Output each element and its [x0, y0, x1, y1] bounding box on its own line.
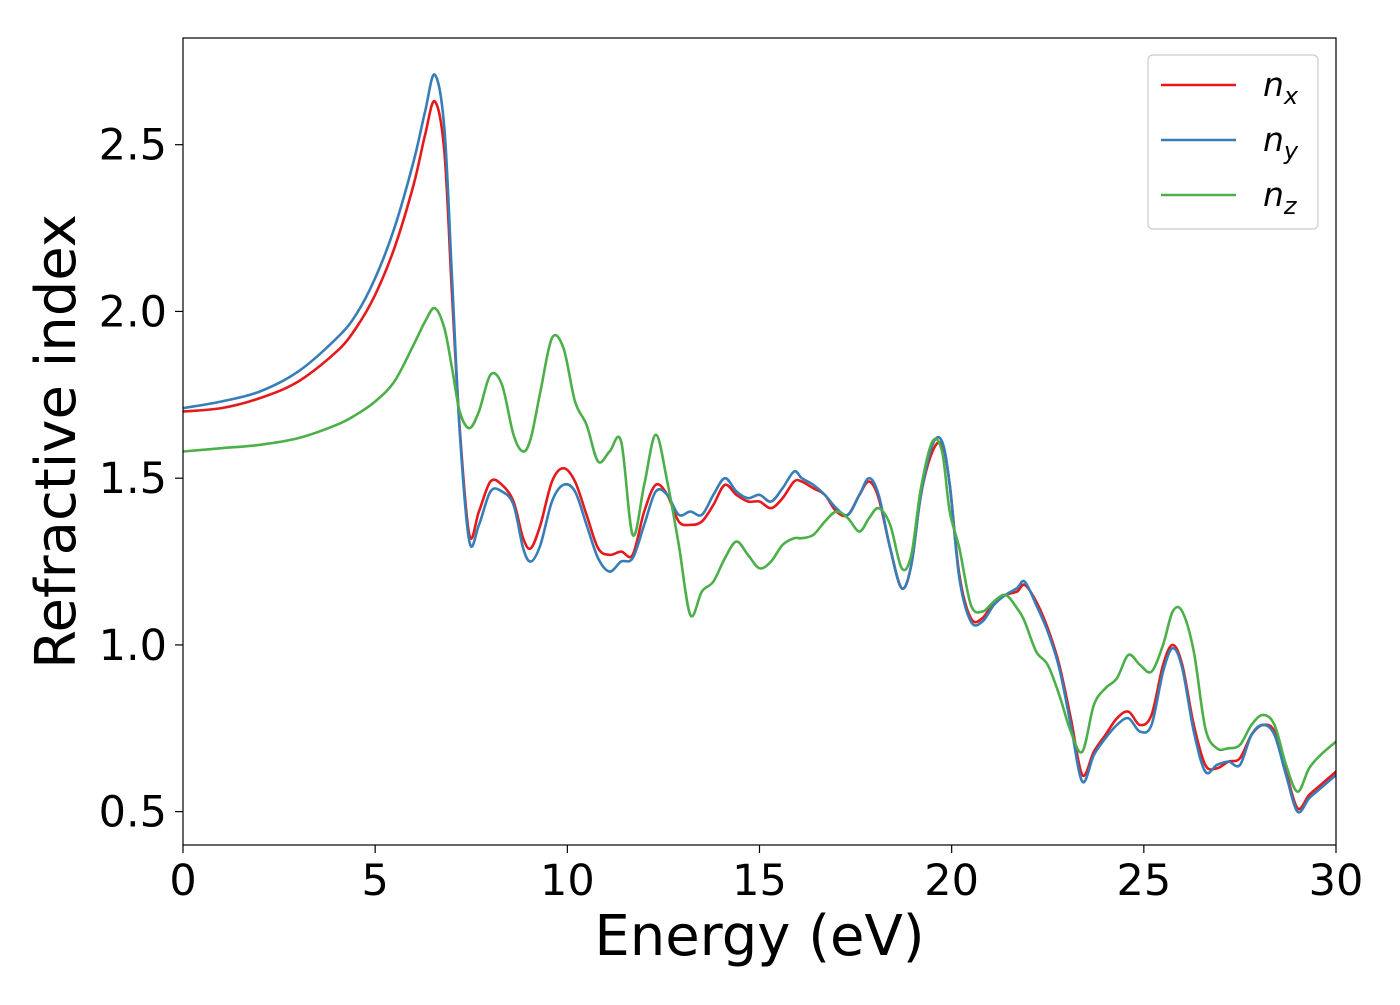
legend-box — [1147, 54, 1319, 230]
x-tick-label: 10 — [540, 856, 595, 906]
x-tick-label: 25 — [1116, 856, 1171, 906]
y-tick-label: 1.5 — [99, 454, 167, 504]
x-tick-label: 5 — [361, 856, 388, 906]
x-tick-label: 30 — [1309, 856, 1364, 906]
legend-label-x: nx — [1263, 65, 1299, 110]
series-line-y — [183, 73, 1336, 814]
x-axis-ticks: 0 5 10 15 20 25 30 — [169, 845, 1363, 906]
y-tick-label: 2.0 — [99, 287, 167, 337]
x-tick-label: 15 — [732, 856, 787, 906]
y-tick-label: 1.0 — [99, 621, 167, 671]
y-axis-ticks: 0.5 1.0 1.5 2.0 2.5 — [99, 121, 183, 838]
series-line-z — [183, 306, 1336, 793]
legend: nx ny nz — [1147, 54, 1319, 230]
series-layer — [183, 73, 1336, 814]
y-axis-title: Refractive index — [24, 214, 89, 669]
y-tick-label: 2.5 — [99, 121, 167, 171]
x-tick-label: 0 — [169, 856, 196, 906]
y-tick-label: 0.5 — [99, 788, 167, 838]
x-tick-label: 20 — [924, 856, 979, 906]
x-axis-title: Energy (eV) — [594, 904, 924, 969]
legend-label-z: nz — [1263, 175, 1298, 220]
legend-label-y: ny — [1263, 120, 1299, 165]
